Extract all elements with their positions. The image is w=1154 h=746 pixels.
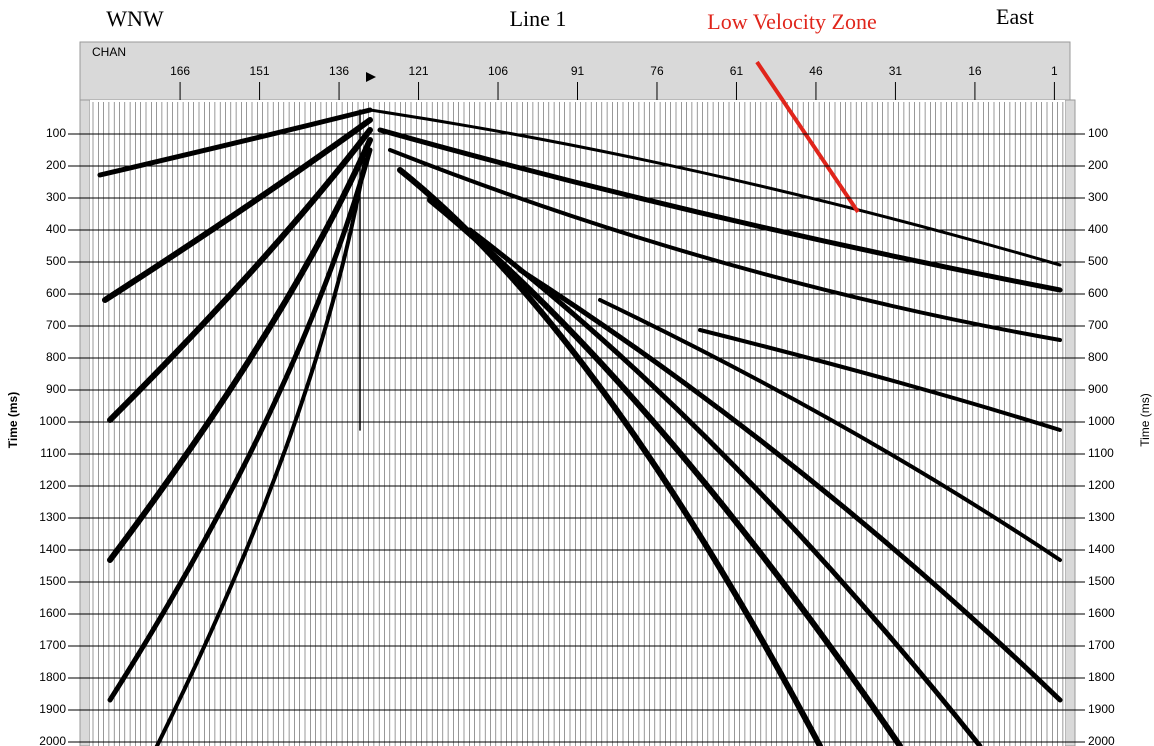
- source-marker: [366, 72, 376, 82]
- y-tick-label: 300: [46, 190, 66, 204]
- event: [698, 328, 1062, 432]
- y-tick-label: 1700: [39, 638, 66, 652]
- y-tick-label-right: 700: [1088, 318, 1108, 332]
- x-tick-label: 61: [730, 64, 744, 78]
- event: [107, 137, 373, 563]
- x-tick-label: 166: [170, 64, 190, 78]
- x-tick-label: 106: [488, 64, 508, 78]
- x-tick-label: 76: [650, 64, 664, 78]
- x-tick-label: 31: [889, 64, 903, 78]
- annotation-arrow: [755, 60, 860, 214]
- y-tick-label-right: 200: [1088, 158, 1108, 172]
- event: [377, 127, 1063, 293]
- y-tick-label-right: 1900: [1088, 702, 1115, 716]
- y-tick-label: 1500: [39, 574, 66, 588]
- event: [107, 127, 373, 423]
- y-tick-label: 1300: [39, 510, 66, 524]
- y-axis-label: Time (ms): [6, 392, 20, 448]
- x-tick-label: 136: [329, 64, 349, 78]
- y-tick-label: 200: [46, 158, 66, 172]
- right-strip: [1064, 99, 1076, 746]
- y-tick-label-right: 1400: [1088, 542, 1115, 556]
- left-label: WNW: [106, 6, 164, 31]
- trace-group: [92, 102, 1064, 746]
- header-panel: [79, 41, 1071, 101]
- event: [517, 267, 1063, 703]
- y-tick-label-right: 2000: [1088, 734, 1115, 746]
- y-tick-label-right: 1600: [1088, 606, 1115, 620]
- y-tick-label: 100: [46, 126, 66, 140]
- left-strip: [79, 99, 91, 746]
- y-axis-label-right: Time (ms): [1138, 393, 1152, 447]
- y-tick-label: 2000: [39, 734, 66, 746]
- plot-area: [90, 100, 1065, 746]
- x-tick-label: 121: [409, 64, 429, 78]
- y-tick-label-right: 1200: [1088, 478, 1115, 492]
- y-tick-label: 900: [46, 382, 66, 396]
- y-tick-label: 1200: [39, 478, 66, 492]
- y-tick-label-right: 1100: [1088, 446, 1114, 460]
- y-tick-label-right: 400: [1088, 222, 1108, 236]
- y-tick-label: 1600: [39, 606, 66, 620]
- y-tick-label: 400: [46, 222, 66, 236]
- x-tick-label: 151: [250, 64, 270, 78]
- x-tick-label: 91: [571, 64, 585, 78]
- y-tick-label: 700: [46, 318, 66, 332]
- y-tick-label: 500: [46, 254, 66, 268]
- y-tick-label: 1400: [39, 542, 66, 556]
- annotation: Low Velocity Zone: [707, 9, 876, 34]
- y-tick-label-right: 1300: [1088, 510, 1115, 524]
- event: [598, 298, 1062, 562]
- y-tick-label-right: 1500: [1088, 574, 1115, 588]
- y-tick-label-right: 600: [1088, 286, 1108, 300]
- y-tick-label-right: 1000: [1088, 414, 1115, 428]
- chart-title: Line 1: [510, 6, 567, 31]
- y-tick-label-right: 300: [1088, 190, 1108, 204]
- x-tick-label: 1: [1051, 64, 1058, 78]
- y-tick-label-right: 100: [1088, 126, 1108, 140]
- y-tick-label-right: 900: [1088, 382, 1108, 396]
- y-tick-label-right: 1800: [1088, 670, 1115, 684]
- y-tick-label: 1800: [39, 670, 66, 684]
- event: [154, 158, 367, 746]
- y-tick-label-right: 500: [1088, 254, 1108, 268]
- x-axis-label: CHAN: [92, 45, 126, 59]
- event: [102, 117, 373, 303]
- y-tick-label: 600: [46, 286, 66, 300]
- y-tick-label-right: 1700: [1088, 638, 1115, 652]
- event: [368, 108, 1062, 267]
- event: [107, 147, 373, 703]
- y-tick-label-right: 800: [1088, 350, 1108, 364]
- y-tick-label: 1100: [40, 446, 66, 460]
- x-tick-label: 46: [809, 64, 823, 78]
- x-tick-label: 16: [968, 64, 982, 78]
- y-tick-label: 800: [46, 350, 66, 364]
- y-tick-label: 1000: [39, 414, 66, 428]
- right-label: East: [996, 4, 1034, 29]
- y-tick-label: 1900: [39, 702, 66, 716]
